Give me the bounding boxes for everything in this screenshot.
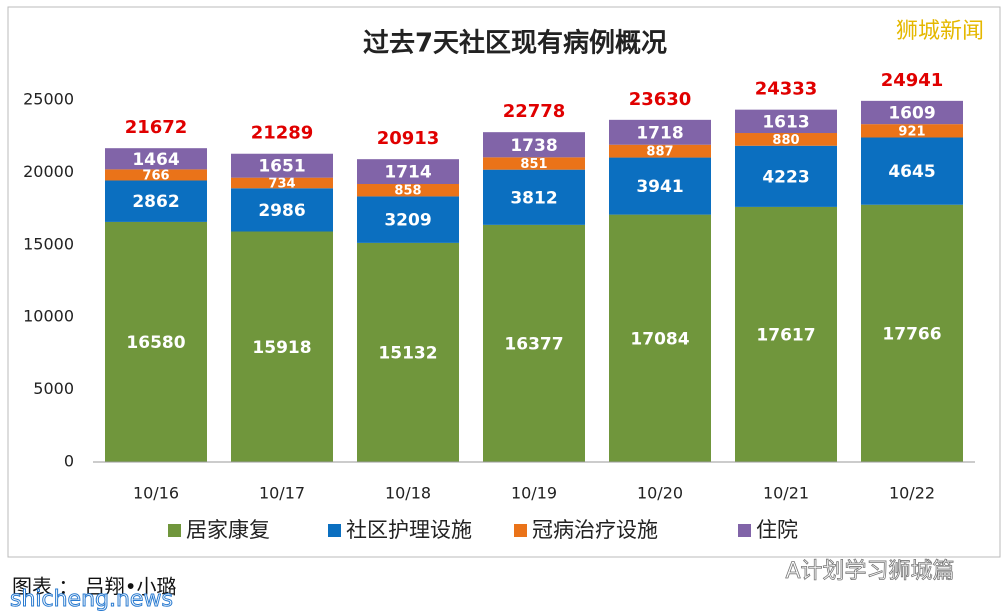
value-label: 17617 [756,325,815,345]
account-watermark: A计划学习狮城篇 [785,559,954,584]
value-label: 3812 [510,188,557,208]
legend-swatch [328,524,341,537]
value-label: 2986 [258,201,305,221]
x-tick-label: 10/17 [259,484,305,503]
bar-segment [483,169,585,225]
bar-segment [357,159,459,184]
value-label: 887 [646,145,673,160]
x-tick-label: 10/18 [385,484,431,503]
bar-segment [735,145,837,207]
bar-segment [609,144,711,158]
value-label: 851 [520,157,547,172]
chart-title: 过去7天社区现有病例概况 [363,28,667,59]
bar-segment [105,169,207,181]
value-label: 17084 [630,329,689,349]
bar-segment [357,183,459,197]
value-label: 15918 [252,338,311,358]
total-label: 23630 [629,89,692,110]
value-label: 734 [268,176,295,191]
bar-segment [609,119,711,145]
bar-segment [735,206,837,462]
bar-segment [609,214,711,462]
value-label: 1651 [258,157,305,177]
total-label: 21672 [125,117,188,138]
value-label: 4645 [888,162,935,182]
watermark: 狮城新闻 [896,19,984,44]
value-label: 1738 [510,136,557,156]
legend-label: 住院 [756,518,798,542]
bar-segment [105,180,207,222]
value-label: 4223 [762,167,809,187]
legend-label: 冠病治疗设施 [532,518,658,542]
x-tick-label: 10/21 [763,484,809,503]
value-label: 1718 [636,123,683,143]
x-tick-label: 10/16 [133,484,179,503]
legend-swatch [738,524,751,537]
total-label: 20913 [377,128,440,149]
value-label: 858 [394,184,421,199]
total-label: 21289 [251,123,314,144]
bar-segment [357,196,459,243]
bar-segment [231,153,333,178]
legend-label: 社区护理设施 [346,518,472,542]
y-tick-label: 25000 [23,90,74,109]
value-label: 15132 [378,343,437,363]
value-label: 1714 [384,163,431,183]
legend-label: 居家康复 [186,518,270,542]
y-tick-label: 15000 [23,234,74,253]
value-label: 766 [142,168,169,183]
bar-segment [861,204,963,462]
bar-segment [231,231,333,462]
x-tick-label: 10/22 [889,484,935,503]
bar-segment [483,224,585,462]
value-label: 16377 [504,334,563,354]
value-label: 1613 [762,112,809,132]
bar-segment [609,157,711,215]
bar-segment [231,177,333,189]
x-tick-label: 10/20 [637,484,683,503]
value-label: 2862 [132,192,179,212]
credit: 图表 ： 吕翔•小璐 [12,575,177,599]
y-tick-label: 10000 [23,307,74,326]
bar-segment [105,221,207,462]
x-tick-label: 10/19 [511,484,557,503]
bar-segment [861,100,963,125]
y-tick-label: 20000 [23,162,74,181]
value-label: 1609 [888,104,935,124]
bar-segment [735,133,837,146]
value-label: 921 [898,124,925,139]
site-watermark: shicheng.news [10,587,173,612]
value-label: 3209 [384,211,431,231]
value-label: 1464 [132,150,179,170]
legend-swatch [514,524,527,537]
y-tick-label: 5000 [33,379,74,398]
value-label: 3941 [636,177,683,197]
value-label: 16580 [126,333,185,353]
total-label: 24333 [755,79,818,100]
total-label: 22778 [503,101,566,122]
bar-segment [861,124,963,138]
bar-segment [357,242,459,462]
bar-segment [483,157,585,170]
total-label: 24941 [881,70,944,91]
bar-segment [861,137,963,205]
bar-segment [105,148,207,170]
bar-segment [231,188,333,232]
value-label: 17766 [882,324,941,344]
y-tick-label: 0 [64,452,74,471]
value-label: 880 [772,133,799,148]
legend-swatch [168,524,181,537]
bar-segment [735,109,837,134]
bar-segment [483,132,585,158]
